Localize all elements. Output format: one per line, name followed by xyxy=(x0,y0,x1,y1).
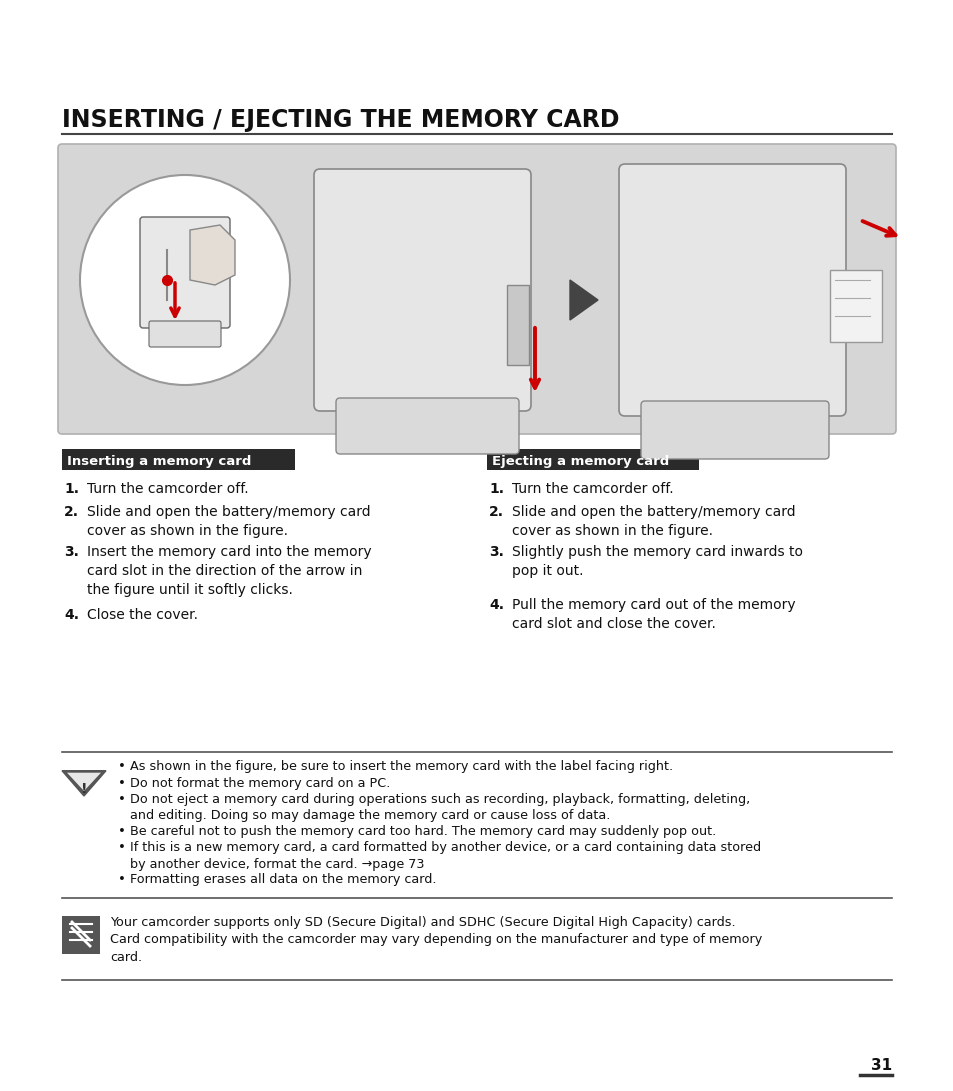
Bar xyxy=(62,916,100,954)
Text: Turn the camcorder off.: Turn the camcorder off. xyxy=(87,482,249,496)
Text: Formatting erases all data on the memory card.: Formatting erases all data on the memory… xyxy=(130,874,436,887)
Text: Ejecting a memory card: Ejecting a memory card xyxy=(492,455,669,468)
Text: 3.: 3. xyxy=(64,546,79,559)
Bar xyxy=(506,285,529,365)
Text: 31: 31 xyxy=(870,1058,891,1074)
Text: Turn the camcorder off.: Turn the camcorder off. xyxy=(512,482,673,496)
Text: •: • xyxy=(118,793,126,806)
Text: Slide and open the battery/memory card
cover as shown in the figure.: Slide and open the battery/memory card c… xyxy=(87,505,370,538)
Text: 4.: 4. xyxy=(489,598,503,612)
Polygon shape xyxy=(569,280,598,320)
Polygon shape xyxy=(62,770,106,796)
Text: •: • xyxy=(118,825,126,838)
FancyBboxPatch shape xyxy=(314,169,531,411)
Text: •: • xyxy=(118,760,126,774)
Text: 1.: 1. xyxy=(64,482,79,496)
FancyBboxPatch shape xyxy=(640,401,828,459)
Circle shape xyxy=(80,175,290,385)
FancyBboxPatch shape xyxy=(618,164,845,416)
Text: Slide and open the battery/memory card
cover as shown in the figure.: Slide and open the battery/memory card c… xyxy=(512,505,795,538)
Text: 2.: 2. xyxy=(64,505,79,519)
Bar xyxy=(62,449,294,470)
Text: 2.: 2. xyxy=(489,505,503,519)
Text: •: • xyxy=(118,777,126,790)
Text: Close the cover.: Close the cover. xyxy=(87,608,198,622)
Text: INSERTING / EJECTING THE MEMORY CARD: INSERTING / EJECTING THE MEMORY CARD xyxy=(62,108,618,132)
Polygon shape xyxy=(190,225,234,285)
Bar xyxy=(829,269,882,341)
Text: Inserting a memory card: Inserting a memory card xyxy=(67,455,251,468)
FancyBboxPatch shape xyxy=(149,321,221,347)
FancyBboxPatch shape xyxy=(335,398,518,454)
Bar xyxy=(486,449,699,470)
Text: Do not format the memory card on a PC.: Do not format the memory card on a PC. xyxy=(130,777,390,790)
Text: As shown in the figure, be sure to insert the memory card with the label facing : As shown in the figure, be sure to inser… xyxy=(130,760,673,774)
Text: 4.: 4. xyxy=(64,608,79,622)
Text: Pull the memory card out of the memory
card slot and close the cover.: Pull the memory card out of the memory c… xyxy=(512,598,795,631)
Text: •: • xyxy=(118,874,126,887)
Text: Do not eject a memory card during operations such as recording, playback, format: Do not eject a memory card during operat… xyxy=(130,793,749,823)
Text: Your camcorder supports only SD (Secure Digital) and SDHC (Secure Digital High C: Your camcorder supports only SD (Secure … xyxy=(110,916,761,964)
Text: Insert the memory card into the memory
card slot in the direction of the arrow i: Insert the memory card into the memory c… xyxy=(87,546,372,597)
FancyBboxPatch shape xyxy=(58,144,895,434)
Polygon shape xyxy=(67,772,101,791)
Text: 3.: 3. xyxy=(489,546,503,559)
Text: !: ! xyxy=(81,782,87,796)
Text: •: • xyxy=(118,841,126,854)
Text: If this is a new memory card, a card formatted by another device, or a card cont: If this is a new memory card, a card for… xyxy=(130,841,760,871)
FancyBboxPatch shape xyxy=(140,217,230,328)
Text: 1.: 1. xyxy=(489,482,503,496)
Text: Be careful not to push the memory card too hard. The memory card may suddenly po: Be careful not to push the memory card t… xyxy=(130,825,716,838)
Text: Slightly push the memory card inwards to
pop it out.: Slightly push the memory card inwards to… xyxy=(512,546,802,578)
